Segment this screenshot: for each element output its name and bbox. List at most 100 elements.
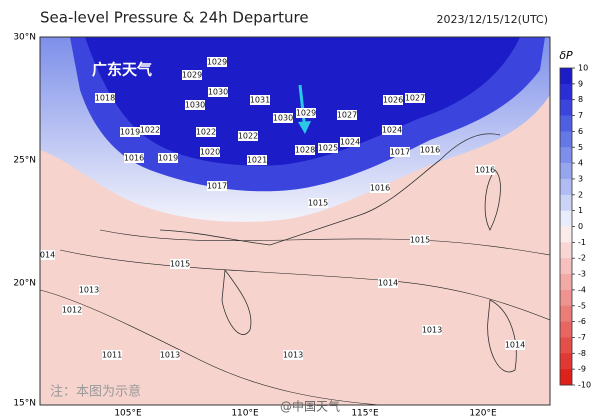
colorbar-tick-label: 8 xyxy=(578,95,583,104)
isobar-label-box xyxy=(158,153,178,163)
map-title: Sea-level Pressure & 24h Departure xyxy=(40,9,309,27)
isobar-label: 1029 xyxy=(296,109,316,118)
watermark: 广东天气 xyxy=(92,61,152,79)
isobar-label: 1027 xyxy=(337,111,357,120)
isobar-label-box xyxy=(247,155,267,165)
isobar-label: 1011 xyxy=(102,351,122,360)
isobar-label-box xyxy=(120,127,140,137)
isobar-label-box xyxy=(196,127,216,137)
isobar-label: 1014 xyxy=(35,251,55,260)
isobar-label: 1013 xyxy=(79,286,99,295)
coastline xyxy=(159,133,501,246)
colorbar-band xyxy=(560,242,572,259)
colorbar-tick-label: -3 xyxy=(578,270,586,279)
isobar-label-box xyxy=(170,259,190,269)
colorbar-tick-label: 10 xyxy=(578,64,588,73)
lon-label: 115°E xyxy=(351,409,379,419)
isobar-label: 1015 xyxy=(410,236,430,245)
lon-label: 110°E xyxy=(231,409,259,419)
colorbar-band xyxy=(560,83,572,100)
island xyxy=(221,268,252,335)
colorbar-tick-label: 0 xyxy=(578,222,583,231)
isobar-label: 1014 xyxy=(505,341,525,350)
isobar-label-box xyxy=(505,340,525,350)
isobar-label: 1029 xyxy=(182,71,202,80)
isobar-label-box xyxy=(250,95,270,105)
isobar-label: 1022 xyxy=(238,132,258,141)
colorbar-tick-label: 1 xyxy=(578,206,583,215)
isobar-label-box xyxy=(383,95,403,105)
colorbar-band xyxy=(560,353,572,370)
isobar-label: 1024 xyxy=(382,126,402,135)
isobar-label: 1016 xyxy=(124,154,144,163)
isobar-label-box xyxy=(296,108,316,118)
timestamp: 2023/12/15/12(UTC) xyxy=(437,13,549,26)
isobar-label: 1028 xyxy=(295,146,315,155)
colorbar-band xyxy=(560,258,572,275)
colorbar-band xyxy=(560,131,572,148)
isobar-label-box xyxy=(95,93,115,103)
isobar xyxy=(99,229,550,256)
colorbar-tick-label: 7 xyxy=(578,111,583,120)
colorbar-tick-label: 3 xyxy=(578,174,583,183)
isobar-label: 1015 xyxy=(170,260,190,269)
arrowhead xyxy=(298,121,311,134)
colorbar-tick-label: 6 xyxy=(578,127,583,136)
isobar-label: 1031 xyxy=(250,96,270,105)
isobar-label: 1027 xyxy=(405,94,425,103)
lon-label: 105°E xyxy=(114,409,142,419)
colorbar-tick-label: -10 xyxy=(578,381,591,390)
colorbar-tick-label: -7 xyxy=(578,333,586,342)
colorbar-label: δP xyxy=(559,49,573,62)
colorbar-band xyxy=(560,210,572,227)
isobar-label-box xyxy=(378,278,398,288)
isobar-label-box xyxy=(62,305,82,315)
isobar-label: 1030 xyxy=(208,88,228,97)
isobar-label: 1017 xyxy=(207,182,227,191)
isobar-label-box xyxy=(160,350,180,360)
watermark: 注：本图为示意 xyxy=(50,384,141,400)
isobar-label-box xyxy=(102,350,122,360)
isobar-label: 1016 xyxy=(370,184,390,193)
colorbar-band xyxy=(560,147,572,164)
isobar-label-box xyxy=(140,125,160,135)
isobar-label-box xyxy=(370,183,390,193)
colorbar-tick-label: -8 xyxy=(578,349,586,358)
isobar-label-box xyxy=(295,145,315,155)
isobar-label-box xyxy=(420,145,440,155)
colorbar-band xyxy=(560,369,572,386)
lon-label: 120°E xyxy=(469,409,497,419)
isobar-label-box xyxy=(185,100,205,110)
colorbar-band xyxy=(560,99,572,116)
colorbar-band xyxy=(560,194,572,211)
isobar-label-box xyxy=(422,325,442,335)
colorbar-tick-label: 2 xyxy=(578,190,583,199)
isobar-label-box xyxy=(208,87,228,97)
watermark: @中国天气 xyxy=(280,399,340,414)
isobar-label-box xyxy=(207,57,227,67)
isobar-label-box xyxy=(200,147,220,157)
isobar-label: 1018 xyxy=(95,94,115,103)
isobar-label-box xyxy=(182,70,202,80)
isobar-label-box xyxy=(318,143,338,153)
colorbar-band xyxy=(560,305,572,322)
colorbar-tick-label: 9 xyxy=(578,79,583,88)
colorbar-tick-label: 4 xyxy=(578,159,583,168)
lat-label: 30°N xyxy=(13,33,36,43)
isobar-label: 1016 xyxy=(475,166,495,175)
isobar-label: 1016 xyxy=(420,146,440,155)
isobar-label-box xyxy=(410,235,430,245)
isobar-label-box xyxy=(79,285,99,295)
isobar-label-box xyxy=(382,125,402,135)
isobar-label-box xyxy=(207,181,227,191)
colorbar-band xyxy=(560,163,572,180)
colorbar-tick-label: -2 xyxy=(578,254,586,263)
isobar-label-box xyxy=(390,147,410,157)
isobar-label-box xyxy=(238,131,258,141)
island xyxy=(487,299,517,373)
isobar-label: 1026 xyxy=(383,96,403,105)
isobar-label: 1025 xyxy=(318,144,338,153)
